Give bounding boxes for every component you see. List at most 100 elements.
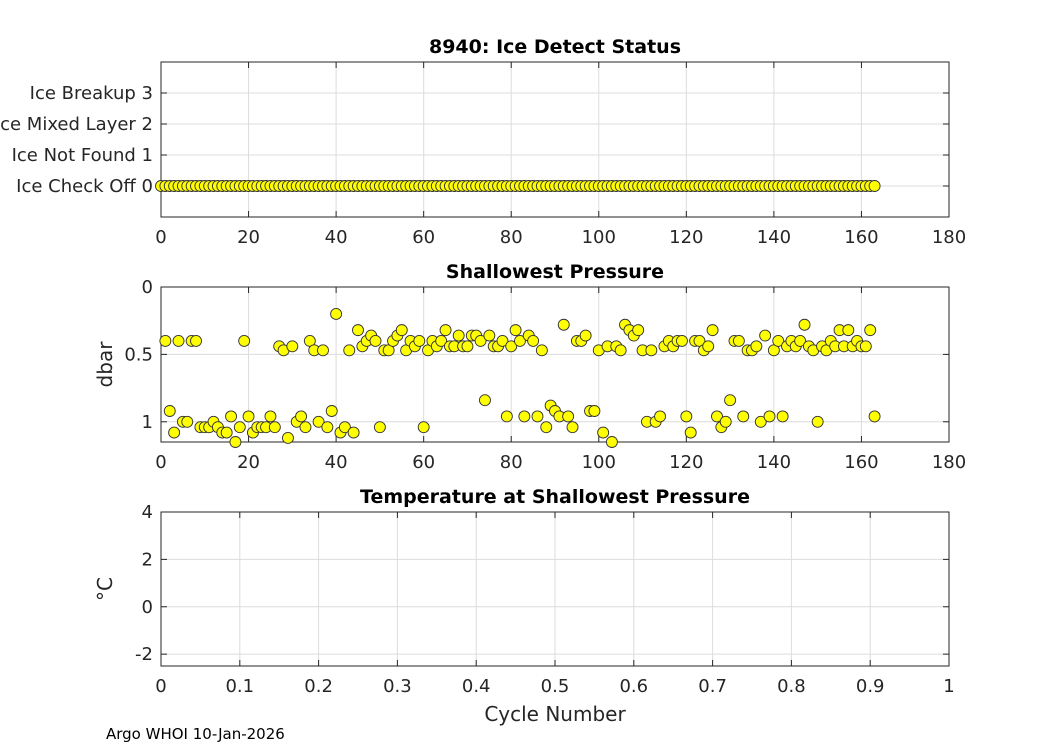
data-point (369, 334, 382, 347)
x-tick-label: 20 (237, 227, 260, 248)
axes-box (160, 61, 950, 218)
data-point (505, 340, 518, 353)
data-point (435, 334, 448, 347)
data-point (299, 421, 312, 434)
data-point (282, 432, 294, 444)
data-point (868, 410, 881, 423)
x-tick-label: 60 (412, 227, 435, 248)
data-point (509, 324, 522, 337)
data-point (706, 324, 719, 337)
x-tick-label: 0.5 (541, 676, 570, 697)
data-point (579, 329, 592, 342)
x-tick-label: 60 (412, 452, 435, 473)
x-tick-label: 160 (844, 452, 878, 473)
data-point (842, 324, 855, 337)
x-tick-label: 0.9 (856, 676, 885, 697)
data-point (557, 318, 570, 331)
plot-area (161, 62, 949, 217)
y-tick-label: 1 (142, 412, 153, 433)
data-point (168, 426, 181, 439)
data-point (452, 329, 465, 342)
data-point (654, 410, 667, 423)
x-tick-label: 20 (237, 452, 260, 473)
data-point (614, 344, 627, 357)
x-tick-label: 180 (932, 227, 966, 248)
y-tick-label: Ice Mixed Layer 2 (0, 114, 153, 135)
data-point (163, 405, 176, 417)
x-tick-label: 0.6 (619, 676, 648, 697)
data-point (238, 334, 251, 347)
data-point (864, 324, 877, 337)
y-axis-label: °C (93, 577, 117, 601)
x-tick-label: 0.8 (777, 676, 806, 697)
data-point (645, 344, 658, 357)
y-axis-label: dbar (93, 341, 117, 388)
data-point (597, 426, 610, 439)
data-point (868, 180, 881, 192)
data-point (225, 410, 237, 423)
x-tick-label: 0.7 (698, 676, 727, 697)
data-point (680, 410, 693, 423)
data-point (719, 415, 732, 428)
data-point (632, 324, 645, 337)
data-point (413, 334, 426, 347)
x-tick-label: 80 (500, 452, 523, 473)
data-point (566, 421, 579, 434)
x-tick-label: 0 (155, 452, 166, 473)
data-point (417, 421, 430, 434)
data-point (373, 421, 386, 434)
x-tick-label: 40 (325, 227, 348, 248)
footer-credit: Argo WHOI 10-Jan-2026 (106, 725, 285, 743)
data-point (518, 410, 531, 423)
y-tick-label: 0.5 (124, 344, 153, 365)
data-point (229, 436, 242, 448)
chart-panel-2: 0 20 40 60 80 100 120 140 160 180 0 0.5 1 Shallowest … (93, 261, 966, 473)
data-point (514, 334, 526, 347)
data-point (286, 340, 299, 353)
data-point (242, 410, 255, 423)
data-point (540, 421, 553, 434)
data-point (676, 334, 688, 347)
data-point (181, 415, 194, 428)
data-point (754, 415, 767, 428)
data-point (264, 410, 277, 423)
x-tick-label: 80 (500, 227, 523, 248)
data-point (474, 334, 487, 347)
data-point (759, 329, 772, 342)
y-tick-label: Ice Check Off 0 (16, 176, 153, 197)
chart-title: Shallowest Pressure (446, 261, 664, 283)
x-tick-label: 40 (325, 452, 348, 473)
data-point (496, 334, 509, 347)
y-tick-label: 0 (142, 597, 153, 618)
data-point (439, 324, 452, 337)
chart-panel-3: 0 0.1 0.2 0.3 0.4 0.5 0.6 0.7 0.8 0.9 1-2024Temper… (93, 486, 955, 726)
chart-title: 8940: Ice Detect Status (429, 36, 681, 58)
data-point (763, 410, 776, 423)
data-point (325, 405, 338, 417)
data-point (711, 410, 723, 423)
data-point (347, 426, 360, 439)
x-tick-label: 180 (932, 452, 966, 473)
x-tick-label: 0 (155, 227, 166, 248)
data-point (798, 318, 811, 331)
data-point (527, 334, 540, 347)
data-point (190, 334, 202, 347)
data-point (605, 436, 618, 448)
data-point (772, 334, 785, 347)
data-point (321, 421, 334, 434)
data-point (562, 410, 575, 423)
data-point (483, 329, 496, 342)
data-point (312, 415, 325, 428)
data-point (737, 410, 750, 423)
data-point (461, 340, 474, 353)
y-tick-label: -2 (135, 644, 153, 665)
data-point (724, 394, 737, 407)
x-tick-label: 140 (757, 452, 791, 473)
x-tick-label: 0.4 (462, 676, 491, 697)
y-tick-label: 4 (142, 502, 153, 523)
x-axis-label: Cycle Number (484, 702, 626, 726)
data-point (702, 340, 715, 353)
data-point (159, 334, 172, 347)
data-point (500, 410, 513, 423)
